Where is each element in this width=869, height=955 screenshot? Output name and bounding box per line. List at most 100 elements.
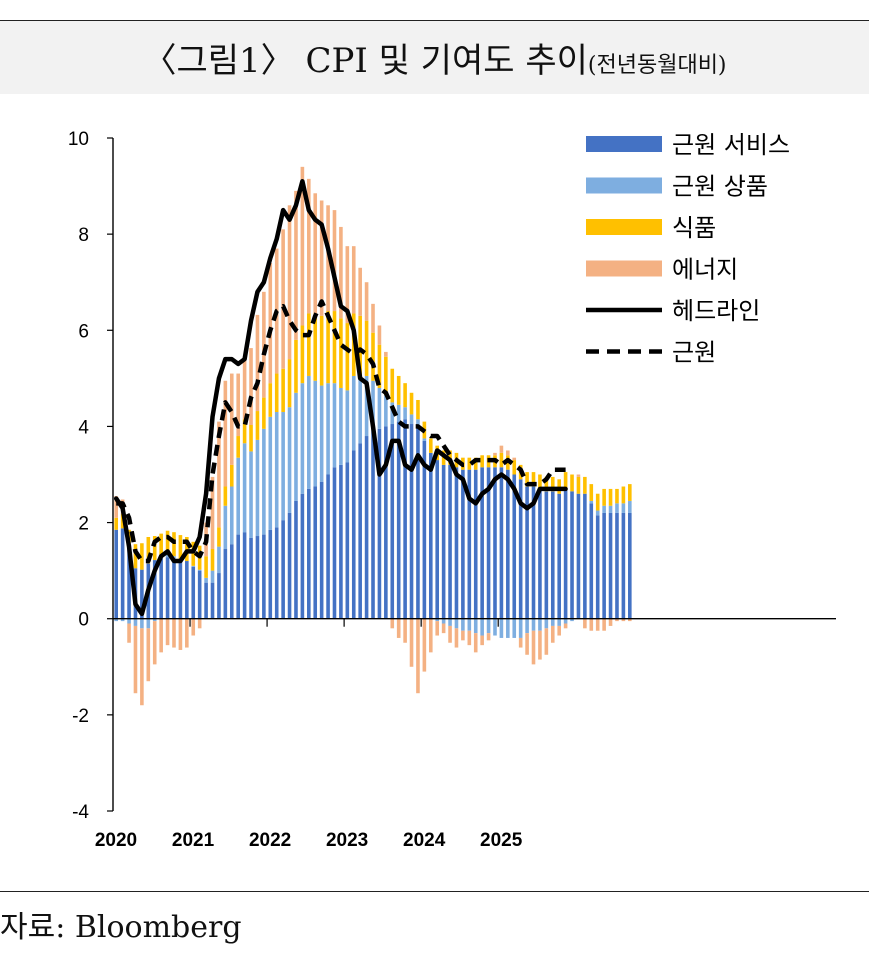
- bar-core_goods-65: [531, 618, 536, 631]
- bar-core_goods-77: [608, 505, 613, 513]
- legend-label-headline: 헤드라인: [672, 297, 760, 325]
- bar-food-65: [531, 472, 536, 487]
- bar-energy-66: [538, 630, 542, 660]
- bar-core_services-27: [287, 512, 292, 619]
- bar-energy-69: [557, 625, 561, 636]
- bar-core_services-26: [281, 520, 285, 619]
- bar-food-77: [608, 488, 613, 506]
- bar-energy-22: [255, 314, 260, 412]
- bar-core_goods-36: [345, 390, 350, 463]
- bar-core_services-36: [345, 462, 350, 619]
- legend-label-food: 식품: [672, 214, 716, 242]
- bar-food-22: [255, 411, 260, 440]
- bar-food-39: [364, 320, 369, 376]
- bar-energy-74: [589, 618, 594, 631]
- bar-core_goods-26: [281, 412, 285, 521]
- bar-energy-10: [178, 618, 183, 650]
- bar-food-26: [281, 368, 285, 412]
- bar-core_services-31: [313, 486, 318, 619]
- bar-core_services-38: [358, 443, 362, 619]
- bar-core_services-16: [217, 573, 221, 619]
- bar-core_goods-39: [364, 375, 369, 437]
- bar-energy-49: [428, 618, 433, 653]
- bar-core_services-17: [223, 549, 228, 619]
- bar-core_goods-68: [550, 618, 555, 626]
- bar-core_goods-47: [416, 419, 420, 427]
- bar-core_services-2: [127, 544, 131, 619]
- bar-core_services-19: [236, 534, 240, 619]
- source-divider: [0, 891, 869, 892]
- bar-core_goods-19: [236, 457, 240, 535]
- bar-core_services-55: [467, 469, 472, 619]
- bar-core_goods-66: [538, 618, 542, 631]
- bar-energy-60: [499, 445, 504, 453]
- bar-energy-62: [512, 457, 517, 461]
- y-tick-label: 0: [78, 610, 89, 631]
- bar-core_goods-70: [563, 618, 568, 624]
- bar-core_services-53: [454, 467, 459, 619]
- bar-core_goods-24: [268, 416, 273, 530]
- bar-energy-13: [197, 618, 202, 629]
- bar-core_services-49: [428, 452, 433, 619]
- bar-core_services-4: [140, 569, 144, 619]
- bar-energy-2: [127, 623, 131, 643]
- bar-core_services-37: [351, 450, 356, 619]
- bar-food-5: [146, 536, 151, 564]
- bar-energy-34: [332, 210, 337, 312]
- bar-core_services-74: [589, 503, 594, 619]
- bar-food-40: [371, 332, 375, 381]
- bar-energy-67: [544, 628, 549, 655]
- bar-core_goods-22: [255, 439, 260, 537]
- bar-core_services-70: [563, 488, 568, 619]
- legend-label-energy: 에너지: [672, 256, 738, 284]
- bar-core_goods-27: [287, 407, 292, 513]
- bar-core_goods-3: [133, 618, 138, 626]
- bar-core_goods-25: [274, 412, 279, 528]
- x-tick-label: 2021: [172, 830, 215, 851]
- series-lines: [113, 179, 568, 617]
- axes: -4 -2 0 2 4 6 8 10 2020 2021 2022 2023 2024 2025: [68, 129, 836, 851]
- bar-core_services-78: [615, 512, 619, 619]
- bar-core_services-79: [621, 512, 626, 619]
- bar-core_services-24: [268, 529, 273, 619]
- bar-core_services-12: [191, 566, 196, 619]
- y-tick-label: 8: [78, 225, 89, 246]
- y-tick-label: 4: [78, 417, 89, 438]
- bar-core_goods-1: [120, 618, 125, 622]
- bar-food-12: [191, 541, 196, 566]
- bar-food-30: [307, 313, 311, 376]
- bar-energy-30: [307, 178, 311, 314]
- bar-core_goods-51: [441, 618, 446, 624]
- bar-core_goods-14: [204, 577, 208, 583]
- bar-energy-23: [262, 291, 266, 398]
- bar-food-10: [178, 535, 183, 560]
- bar-core_goods-57: [480, 618, 484, 636]
- legend-label-core_services: 근원 서비스: [672, 131, 790, 159]
- bar-core_services-71: [570, 491, 574, 619]
- bar-core_goods-38: [358, 375, 362, 444]
- bar-energy-38: [358, 267, 362, 316]
- bar-core_services-42: [384, 426, 388, 619]
- bar-food-23: [262, 397, 266, 429]
- bar-energy-78: [615, 618, 619, 622]
- legend-label-core_goods: 근원 상품: [672, 173, 768, 201]
- bar-food-56: [473, 457, 478, 470]
- bar-energy-12: [191, 618, 196, 636]
- bar-core_services-47: [416, 426, 420, 619]
- line-core: [116, 299, 566, 564]
- bar-food-6: [152, 536, 157, 561]
- bar-core_goods-44: [396, 404, 401, 422]
- legend-label-core: 근원: [672, 339, 716, 367]
- bar-energy-48: [422, 618, 427, 672]
- bar-energy-52: [448, 625, 452, 643]
- bar-food-60: [499, 452, 504, 468]
- bar-core_services-67: [544, 491, 549, 619]
- bar-food-73: [583, 476, 587, 494]
- y-tick-label: -4: [72, 802, 89, 823]
- bar-core_services-80: [628, 512, 632, 619]
- bar-food-68: [550, 476, 555, 492]
- bar-food-47: [416, 399, 420, 420]
- bar-food-57: [480, 455, 484, 468]
- bar-core_goods-43: [390, 402, 395, 425]
- bar-food-38: [358, 315, 362, 376]
